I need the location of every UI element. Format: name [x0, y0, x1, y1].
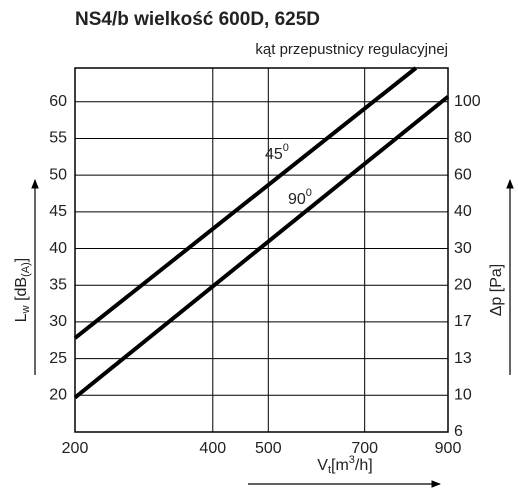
- y-axis-label: Lw [dB(A)]: [13, 258, 32, 322]
- line-label-name: 90: [288, 191, 306, 208]
- y2-tick-label: 30: [454, 240, 472, 257]
- x-tick-label: 700: [351, 440, 378, 457]
- y2-tick-label: 100: [454, 93, 481, 110]
- chart-subtitle: kąt przepustnicy regulacyjnej: [255, 41, 448, 58]
- y2-tick-label: 10: [454, 387, 472, 404]
- line-label-sup: 0: [283, 142, 289, 154]
- line-label-name: 45: [265, 146, 283, 163]
- y2-tick-label: 13: [454, 350, 472, 367]
- y-tick-label: 20: [49, 387, 67, 404]
- y2-tick-label: 6: [454, 423, 463, 440]
- y2-tick-label: 40: [454, 203, 472, 220]
- y-tick-label: 40: [49, 240, 67, 257]
- y-tick-label: 55: [49, 130, 67, 147]
- y-tick-label: 60: [49, 93, 67, 110]
- y-tick-label: 50: [49, 166, 67, 183]
- line-label: 450: [265, 142, 289, 163]
- x-tick-label: 900: [435, 440, 462, 457]
- data-line: [73, 95, 450, 400]
- line-label-sup: 0: [306, 187, 312, 199]
- y-tick-label: 25: [49, 350, 67, 367]
- y-tick-label: 45: [49, 203, 67, 220]
- data-line: [73, 66, 418, 340]
- x-tick-label: 500: [255, 440, 282, 457]
- x-tick-label: 400: [199, 440, 226, 457]
- y2-tick-label: 60: [454, 166, 472, 183]
- x-tick-label: 200: [62, 440, 89, 457]
- y2-tick-label: 80: [454, 130, 472, 147]
- plot-frame: [74, 67, 449, 433]
- y2-tick-label: 17: [454, 313, 472, 330]
- x-axis-label: Vt[m3/h]: [317, 454, 372, 476]
- y-tick-label: 35: [49, 276, 67, 293]
- y-tick-label: 30: [49, 313, 67, 330]
- line-label: 900: [288, 187, 312, 208]
- y2-tick-label: 20: [454, 276, 472, 293]
- chart-title: NS4/b wielkość 600D, 625D: [75, 9, 320, 30]
- y2-axis-label: Δp [Pa]: [488, 264, 505, 317]
